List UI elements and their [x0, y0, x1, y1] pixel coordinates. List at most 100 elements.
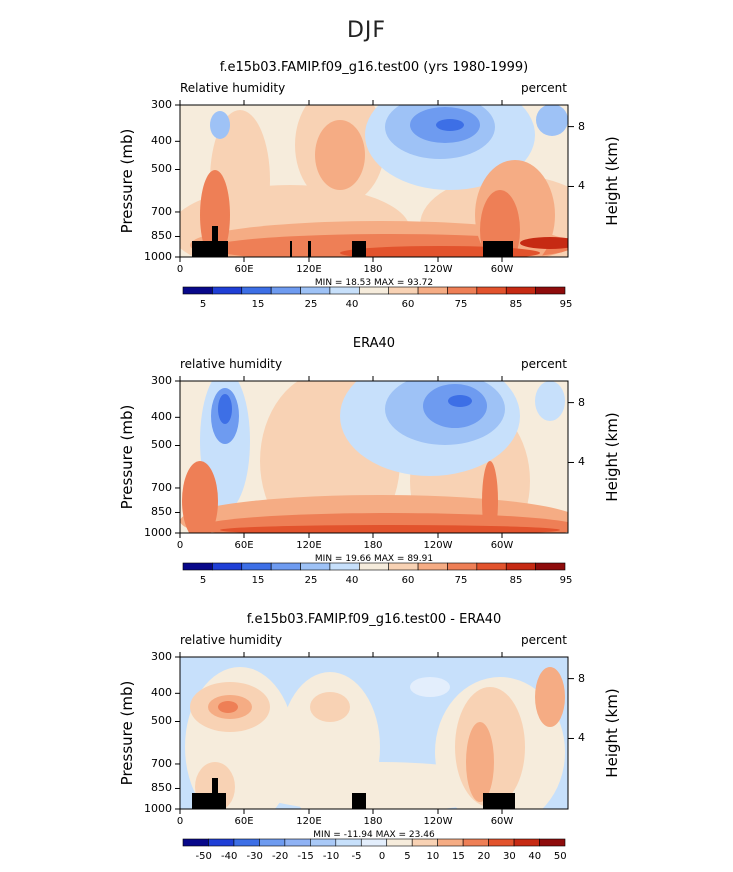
contour-region — [310, 692, 350, 722]
colorbar-label: 95 — [559, 299, 573, 310]
colorbar-swatch — [208, 838, 235, 847]
colorbar-label: -5 — [351, 851, 362, 862]
colorbar — [182, 562, 566, 571]
contour-region — [218, 701, 238, 713]
field-label: Relative humidity — [180, 81, 286, 95]
contour-region — [182, 461, 218, 533]
colorbar-swatch — [488, 838, 515, 847]
colorbar-label: 40 — [345, 299, 359, 310]
contour-region — [220, 525, 560, 533]
colorbar-swatch — [300, 286, 331, 295]
colorbar-swatch — [437, 838, 464, 847]
longitude-tick-label: 120W — [423, 816, 453, 827]
colorbar-swatch — [476, 562, 507, 571]
longitude-tick-label: 0 — [176, 540, 184, 551]
contour-region — [250, 762, 510, 809]
topography-mask — [212, 778, 218, 809]
colorbar — [182, 838, 566, 847]
colorbar-swatch — [241, 562, 272, 571]
colorbar-swatch — [417, 286, 448, 295]
contour-region — [200, 170, 230, 257]
colorbar-label: 85 — [509, 299, 523, 310]
colorbar-swatch — [447, 286, 478, 295]
pressure-tick-label: 400 — [151, 686, 172, 700]
longitude-tick-label: 60W — [490, 816, 514, 827]
plot-frame — [179, 104, 569, 258]
contour-region — [315, 120, 365, 190]
pressure-tick-label: 850 — [151, 229, 172, 243]
colorbar-swatch — [241, 286, 272, 295]
height-axis-title: Height (km) — [603, 136, 621, 226]
colorbar-swatch — [360, 838, 388, 847]
colorbar-label: 15 — [251, 299, 265, 310]
colorbar-label: 40 — [345, 575, 359, 586]
colorbar-label: 75 — [454, 575, 468, 586]
colorbar-swatch — [270, 562, 301, 571]
colorbar-swatch — [476, 286, 507, 295]
min-max-text: MIN = 19.66 MAX = 89.91 — [314, 554, 434, 564]
colorbar-swatch — [284, 838, 311, 847]
pressure-tick-label: 850 — [151, 781, 172, 795]
topography-mask — [290, 241, 292, 257]
pressure-tick-label: 400 — [151, 410, 172, 424]
topography-mask — [212, 226, 218, 257]
colorbar-label: 85 — [509, 575, 523, 586]
colorbar-swatch — [535, 562, 566, 571]
longitude-tick-label: 0 — [176, 264, 184, 275]
pressure-tick-label: 1000 — [144, 802, 172, 815]
longitude-tick-label: 60E — [234, 264, 254, 275]
contour-region — [536, 105, 568, 136]
colorbar-swatch — [300, 562, 331, 571]
colorbar-swatch — [335, 838, 362, 847]
longitude-tick-label: 180 — [363, 816, 383, 827]
colorbar-swatch — [212, 286, 243, 295]
colorbar-label: 95 — [559, 575, 573, 586]
colorbar-swatch — [447, 562, 478, 571]
colorbar-swatch — [513, 838, 540, 847]
longitude-tick-label: 120W — [423, 540, 453, 551]
colorbar-swatch — [359, 562, 389, 571]
colorbar-label: 75 — [454, 299, 468, 310]
contour-region — [210, 111, 230, 139]
figure-title: DJF — [346, 18, 387, 43]
height-axis-title: Height (km) — [603, 412, 621, 502]
topography-mask — [352, 793, 366, 809]
colorbar-label: 0 — [378, 851, 386, 862]
longitude-tick-label: 60E — [234, 540, 254, 551]
topography-mask — [483, 241, 513, 257]
contour-region — [480, 190, 520, 257]
height-tick-label: 8 — [578, 119, 585, 133]
colorbar-swatch — [329, 286, 360, 295]
colorbar-swatch — [182, 562, 213, 571]
field-label: relative humidity — [180, 633, 283, 647]
contour-region — [520, 237, 568, 249]
colorbar-swatch — [259, 838, 286, 847]
colorbar-label: 25 — [304, 575, 318, 586]
pressure-tick-label: 300 — [151, 98, 172, 111]
colorbar-swatch — [462, 838, 489, 847]
colorbar-label: 20 — [477, 851, 491, 862]
colorbar-swatch — [411, 838, 438, 847]
longitude-tick-label: 60W — [490, 264, 514, 275]
colorbar-label: 30 — [502, 851, 516, 862]
units-label: percent — [521, 81, 567, 95]
colorbar-label: -10 — [322, 851, 340, 862]
pressure-tick-label: 300 — [151, 650, 172, 663]
height-tick-label: 4 — [578, 455, 585, 469]
pressure-tick-label: 850 — [151, 505, 172, 519]
colorbar-label: 50 — [553, 851, 567, 862]
pressure-tick-label: 700 — [151, 480, 172, 494]
longitude-tick-label: 180 — [363, 540, 383, 551]
colorbar-swatch — [182, 286, 213, 295]
min-max-text: MIN = 18.53 MAX = 93.72 — [314, 278, 434, 288]
contour-plot — [175, 376, 574, 538]
longitude-tick-label: 120E — [296, 816, 322, 827]
pressure-tick-label: 700 — [151, 204, 172, 218]
colorbar-swatch — [182, 838, 209, 847]
colorbar-swatch — [388, 286, 419, 295]
height-tick-label: 4 — [578, 179, 585, 193]
plot-frame — [179, 380, 569, 534]
longitude-tick-label: 0 — [176, 816, 184, 827]
colorbar-swatch — [388, 562, 419, 571]
topography-mask — [308, 241, 311, 257]
